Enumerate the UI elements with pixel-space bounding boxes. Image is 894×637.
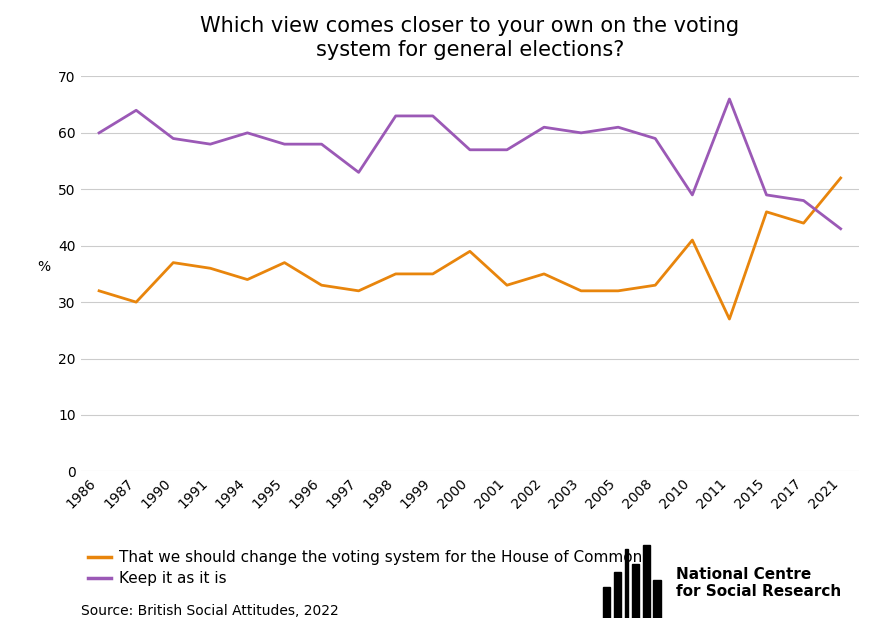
Legend: That we should change the voting system for the House of Commons, Keep it as it : That we should change the voting system … bbox=[89, 550, 649, 586]
Bar bbox=[631, 564, 638, 618]
Bar bbox=[603, 587, 610, 618]
Title: Which view comes closer to your own on the voting
system for general elections?: Which view comes closer to your own on t… bbox=[200, 17, 738, 60]
Y-axis label: %: % bbox=[38, 260, 51, 274]
Text: Source: British Social Attitudes, 2022: Source: British Social Attitudes, 2022 bbox=[80, 604, 338, 618]
Bar bbox=[642, 545, 649, 618]
Text: National Centre
for Social Research: National Centre for Social Research bbox=[675, 567, 840, 599]
Bar bbox=[653, 580, 660, 618]
Bar bbox=[613, 572, 620, 618]
Bar bbox=[624, 549, 628, 618]
